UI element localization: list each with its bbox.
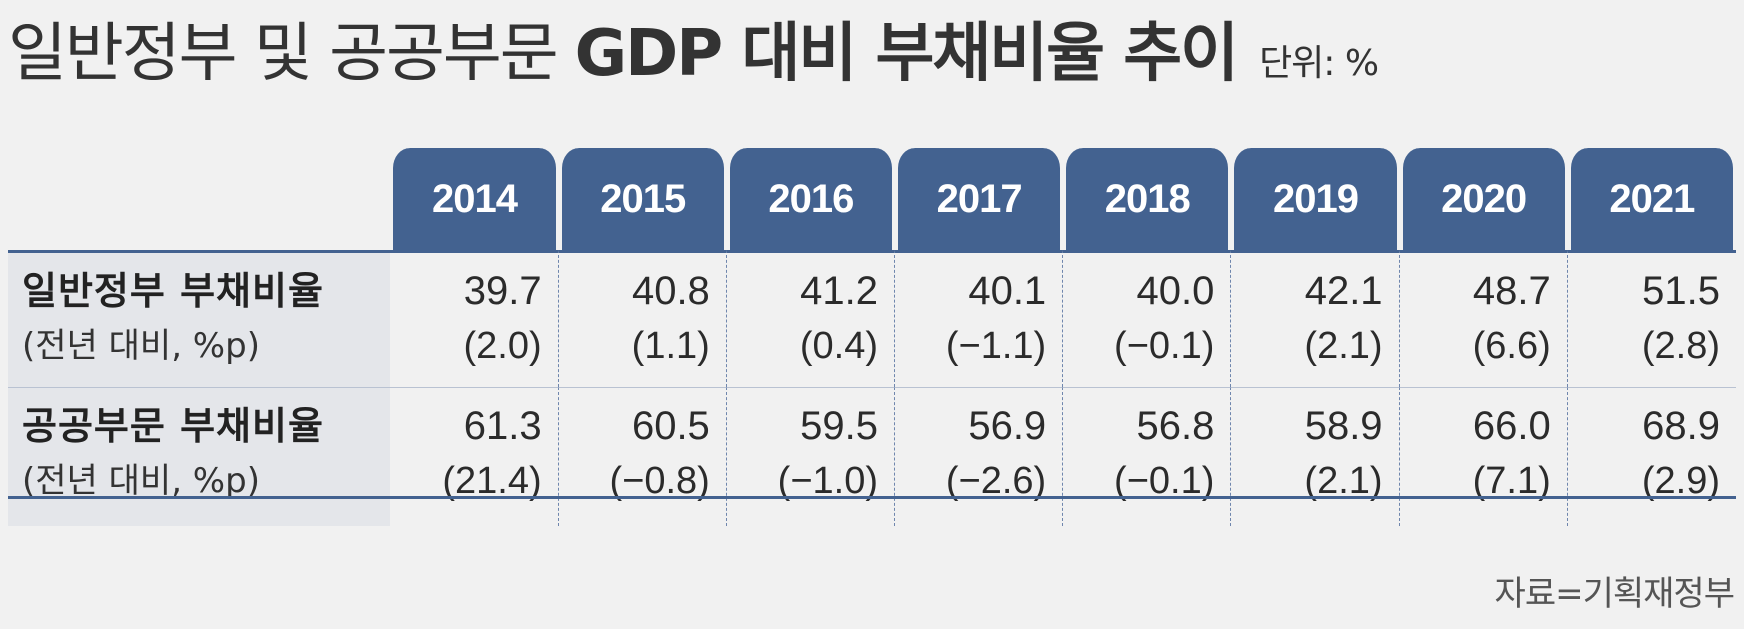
- debt-ratio-table: 2014 2015 2016 2017 2018 2019 2020 2021 …: [8, 148, 1736, 526]
- cell-change: (1.1): [631, 325, 710, 367]
- year-header: 2021: [1567, 148, 1736, 250]
- table-cell: 41.2 (0.4): [726, 250, 895, 387]
- cell-value: 40.8: [631, 269, 710, 313]
- cell-change: (6.6): [1472, 325, 1551, 367]
- year-header: 2017: [895, 148, 1064, 250]
- table-cell: 61.3 (21.4): [390, 387, 559, 526]
- year-header: 2015: [558, 148, 727, 250]
- table-cell: 68.9 (2.9): [1567, 387, 1736, 526]
- table-cell: 48.7 (6.6): [1399, 250, 1568, 387]
- cell-value: 39.7: [463, 269, 542, 313]
- row-title: 일반정부 부채비율: [22, 269, 324, 313]
- table-cell: 42.1 (2.1): [1231, 250, 1400, 387]
- cell-change: (−0.8): [609, 460, 710, 502]
- cell-change: (21.4): [442, 460, 542, 502]
- cell-change: (−0.1): [1114, 325, 1215, 367]
- cell-value: 60.5: [631, 404, 710, 448]
- cell-change: (7.1): [1472, 460, 1551, 502]
- table-cell: 58.9 (2.1): [1231, 387, 1400, 526]
- cell-value: 40.1: [968, 269, 1047, 313]
- cell-change: (−1.1): [945, 325, 1047, 367]
- cell-value: 68.9: [1642, 404, 1720, 448]
- title-main: 일반정부 및 공공부문: [8, 17, 559, 91]
- cell-value: 48.7: [1472, 269, 1551, 313]
- cell-change: (−1.0): [777, 460, 878, 502]
- year-header: 2016: [726, 148, 895, 250]
- cell-value: 40.0: [1136, 269, 1215, 313]
- table-cell: 56.8 (−0.1): [1063, 387, 1232, 526]
- cell-change: (−2.6): [945, 460, 1047, 502]
- source-credit: 자료=기획재정부: [1494, 574, 1735, 614]
- table-row-public-sector: 공공부문 부채비율 (전년 대비, %p) 61.3 (21.4) 60.5 (−0…: [8, 387, 1736, 526]
- table-cell: 40.1 (−1.1): [895, 250, 1064, 387]
- cell-value: 58.9: [1304, 404, 1383, 448]
- cell-change: (2.0): [463, 325, 542, 367]
- cell-change: (2.9): [1641, 460, 1720, 502]
- table-cell: 56.9 (−2.6): [895, 387, 1064, 526]
- chart-title: 일반정부 및 공공부문 GDP 대비 부채비율 추이 단위: %: [8, 2, 1379, 94]
- table-cell: 59.5 (−1.0): [726, 387, 895, 526]
- cell-change: (2.8): [1641, 325, 1720, 367]
- cell-change: (2.1): [1304, 325, 1383, 367]
- row-label: 일반정부 부채비율 (전년 대비, %p): [8, 250, 391, 387]
- table-cell: 40.0 (−0.1): [1063, 250, 1232, 387]
- year-header: 2018: [1063, 148, 1232, 250]
- title-emphasis: GDP 대비 부채비율 추이: [574, 17, 1239, 91]
- cell-change: (0.4): [799, 325, 878, 367]
- cell-value: 42.1: [1304, 269, 1383, 313]
- table-bottom-rule: [8, 496, 1736, 499]
- table-cell: 40.8 (1.1): [558, 250, 727, 387]
- table-row-general-government: 일반정부 부채비율 (전년 대비, %p) 39.7 (2.0) 40.8 (1.1…: [8, 250, 1736, 387]
- cell-change: (−0.1): [1114, 460, 1215, 502]
- cell-value: 66.0: [1472, 404, 1551, 448]
- row-label: 공공부문 부채비율 (전년 대비, %p): [8, 387, 391, 526]
- cell-value: 59.5: [800, 404, 878, 448]
- row-title: 공공부문 부채비율: [22, 404, 324, 448]
- header-corner: [8, 148, 390, 250]
- table-cell: 39.7 (2.0): [390, 250, 559, 387]
- cell-value: 56.8: [1136, 404, 1215, 448]
- table-cell: 66.0 (7.1): [1399, 387, 1568, 526]
- cell-value: 41.2: [800, 269, 878, 313]
- table-cell: 51.5 (2.8): [1567, 250, 1736, 387]
- year-header-row: 2014 2015 2016 2017 2018 2019 2020 2021: [8, 148, 1736, 250]
- cell-value: 51.5: [1642, 269, 1720, 313]
- row-subtitle: (전년 대비, %p): [22, 461, 260, 501]
- year-header: 2019: [1231, 148, 1400, 250]
- unit-label: 단위: %: [1259, 43, 1379, 84]
- year-header: 2014: [390, 148, 559, 250]
- table-cell: 60.5 (−0.8): [558, 387, 727, 526]
- year-header: 2020: [1399, 148, 1568, 250]
- cell-value: 61.3: [463, 404, 542, 448]
- cell-value: 56.9: [968, 404, 1047, 448]
- row-subtitle: (전년 대비, %p): [22, 326, 260, 366]
- cell-change: (2.1): [1304, 460, 1383, 502]
